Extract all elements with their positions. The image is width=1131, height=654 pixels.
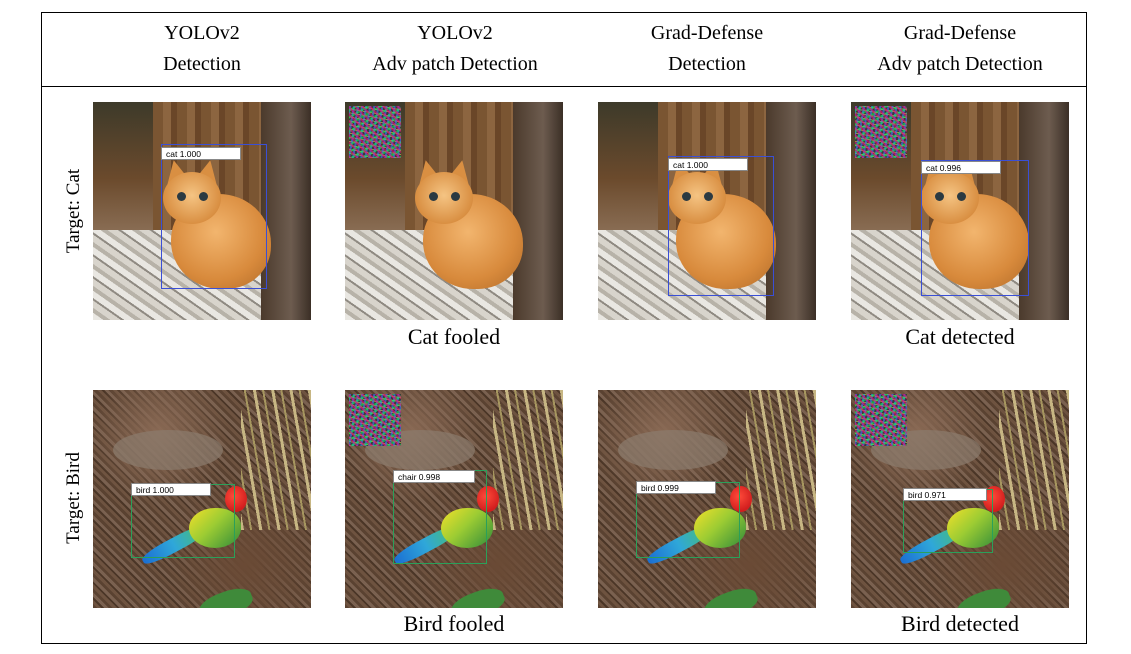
frame-tick — [1086, 608, 1087, 618]
column-header-3: Grad-Defense Detection — [587, 18, 827, 80]
column-header-line1: YOLOv2 — [164, 22, 240, 44]
caption-cat-fooled: Cat fooled — [407, 324, 501, 349]
row-label-cat: Target: Cat — [63, 168, 84, 254]
adversarial-patch — [349, 106, 401, 158]
column-header-1: YOLOv2 Detection — [82, 18, 322, 80]
cat-image-grad-defense-adv-patch: cat 0.996 — [851, 102, 1069, 320]
detection-box — [161, 144, 267, 289]
detection-label: cat 0.996 — [921, 161, 1001, 174]
header-separator — [41, 86, 1087, 87]
detection-label: cat 1.000 — [668, 158, 748, 171]
column-header-line1: Grad-Defense — [650, 22, 764, 44]
frame-tick — [41, 94, 42, 104]
detection-box — [668, 156, 774, 296]
caption-bird-fooled: Bird fooled — [403, 611, 505, 636]
bird-image-yolo-detection: bird 1.000 — [93, 390, 311, 608]
detection-box — [393, 470, 487, 564]
frame-tick — [41, 608, 42, 618]
cat-image-yolo-adv-patch — [345, 102, 563, 320]
column-header-line2: Detection — [668, 53, 746, 75]
column-header-line2: Detection — [163, 53, 241, 75]
column-header-line2: Adv patch Detection — [372, 53, 538, 75]
detection-label: chair 0.998 — [393, 470, 475, 483]
adversarial-patch — [855, 394, 907, 446]
figure-frame — [41, 12, 1087, 644]
column-header-line2: Adv patch Detection — [877, 53, 1043, 75]
detection-label: bird 0.999 — [636, 481, 716, 494]
detection-label: cat 1.000 — [161, 147, 241, 160]
bird-image-grad-defense-detection: bird 0.999 — [598, 390, 816, 608]
column-header-2: YOLOv2 Adv patch Detection — [335, 18, 575, 80]
adversarial-patch — [349, 394, 401, 446]
detection-label: bird 0.971 — [903, 488, 987, 501]
row-label-bird: Target: Bird — [63, 452, 84, 544]
cat-image-yolo-detection: cat 1.000 — [93, 102, 311, 320]
column-header-line1: YOLOv2 — [417, 22, 493, 44]
detection-box — [921, 160, 1029, 296]
detection-label: bird 1.000 — [131, 483, 211, 496]
frame-tick — [1086, 94, 1087, 104]
cat-image-grad-defense-detection: cat 1.000 — [598, 102, 816, 320]
adversarial-patch — [855, 106, 907, 158]
bird-image-grad-defense-adv-patch: bird 0.971 — [851, 390, 1069, 608]
caption-cat-detected: Cat detected — [905, 324, 1015, 349]
caption-bird-detected: Bird detected — [901, 611, 1019, 636]
column-header-4: Grad-Defense Adv patch Detection — [840, 18, 1080, 80]
bird-image-yolo-adv-patch: chair 0.998 — [345, 390, 563, 608]
column-header-line1: Grad-Defense — [903, 22, 1017, 44]
